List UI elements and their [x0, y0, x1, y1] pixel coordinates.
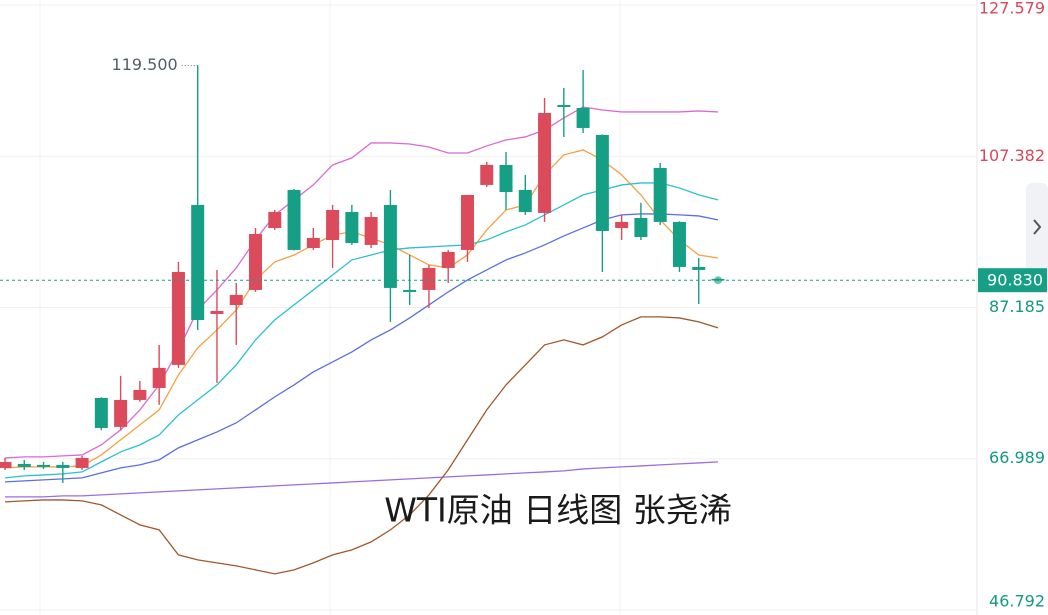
candle-body	[152, 367, 166, 388]
high-annotation: 119.500	[112, 55, 178, 74]
candle-body	[171, 271, 185, 365]
candle-body	[229, 294, 243, 305]
candle-body	[480, 164, 494, 185]
candle-body	[133, 389, 147, 400]
candle-body	[595, 134, 609, 232]
candle-body	[0, 461, 12, 468]
candle-body	[383, 204, 397, 288]
candle-body	[634, 217, 648, 237]
chart-title: WTI原油 日线图 张尧浠	[384, 491, 732, 530]
candle-body	[403, 289, 417, 292]
candle-body	[672, 221, 686, 267]
candle-body	[210, 310, 224, 314]
y-tick-label: 87.185	[989, 297, 1045, 316]
candle-body	[37, 464, 51, 467]
scroll-button-bg[interactable]	[1026, 183, 1048, 271]
y-tick-label: 107.382	[979, 146, 1045, 165]
candle-body	[287, 189, 301, 250]
candle-body	[557, 104, 571, 107]
candle-body	[653, 167, 667, 222]
candle-body	[306, 237, 320, 249]
candle-body	[268, 211, 282, 229]
candle-body	[615, 221, 629, 229]
chevron-icon[interactable]	[1033, 219, 1042, 235]
candle-body	[441, 251, 455, 268]
candle-body	[460, 194, 474, 250]
candle-body	[249, 234, 263, 290]
candle-body	[692, 266, 706, 270]
candle-body	[422, 267, 436, 290]
y-tick-label: 46.792	[989, 592, 1045, 611]
candle-body	[94, 397, 108, 428]
last-price-label: 90.830	[987, 271, 1043, 290]
last-price-dot	[713, 276, 722, 285]
candle-body	[114, 399, 128, 427]
candle-body	[345, 211, 359, 243]
indicator-line	[5, 461, 719, 498]
candle-body	[56, 464, 70, 468]
candle-body	[17, 463, 31, 467]
last-price-box	[978, 268, 1047, 293]
candle-body	[576, 107, 590, 128]
y-tick-label: 127.579	[979, 0, 1045, 18]
candle-body	[538, 112, 552, 213]
candle-body	[191, 204, 205, 320]
candle-body	[75, 457, 89, 468]
indicator-line	[4, 316, 719, 575]
scroll-button[interactable]	[1026, 183, 1048, 271]
candle-body	[499, 164, 513, 192]
candle-body	[364, 217, 378, 245]
candle-body	[326, 209, 340, 240]
y-tick-label: 66.989	[989, 448, 1045, 467]
candle-body	[518, 189, 532, 212]
